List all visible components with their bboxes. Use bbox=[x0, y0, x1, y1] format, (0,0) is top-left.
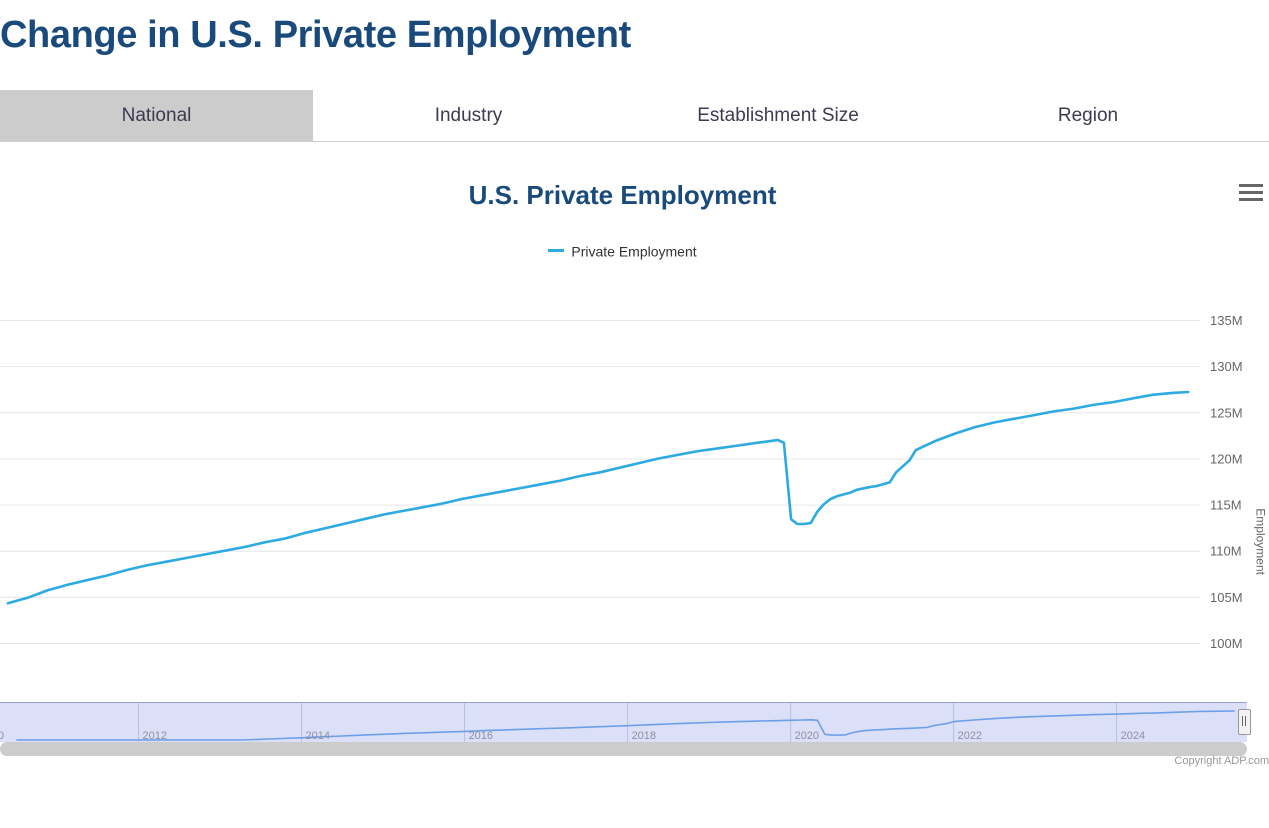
navigator-selected-band bbox=[0, 702, 1247, 742]
y-tick-label: 125M bbox=[1210, 405, 1243, 420]
navigator-series-line bbox=[16, 710, 1235, 741]
navigator-tick-labels: 2010 2012 2014 2016 2018 2020 2022 2024 bbox=[0, 730, 1145, 742]
y-tick-label: 100M bbox=[1210, 636, 1243, 651]
menu-bar-3 bbox=[1239, 198, 1263, 201]
tab-bar: National Industry Establishment Size Reg… bbox=[0, 90, 1269, 142]
navigator-tick-label: 2016 bbox=[469, 730, 493, 742]
y-axis-labels: 100M 105M 110M 115M 120M 125M 130M 135M bbox=[1210, 313, 1243, 651]
y-tick-label: 105M bbox=[1210, 590, 1243, 605]
tab-region[interactable]: Region bbox=[932, 90, 1244, 141]
navigator-tick-label: 2014 bbox=[306, 730, 330, 742]
y-tick-label: 130M bbox=[1210, 359, 1243, 374]
navigator-tick-label: 2012 bbox=[143, 730, 167, 742]
tab-national[interactable]: National bbox=[0, 90, 313, 141]
legend-label-private-employment[interactable]: Private Employment bbox=[571, 243, 697, 260]
navigator-tick-label: 2022 bbox=[958, 730, 982, 742]
tab-national-label: National bbox=[121, 105, 192, 126]
chart-title: U.S. Private Employment bbox=[468, 180, 777, 210]
handle-grip-line-2 bbox=[1245, 716, 1246, 726]
copyright-text: Copyright ADP.com bbox=[1174, 755, 1269, 767]
gridlines bbox=[0, 320, 1200, 644]
tab-region-label: Region bbox=[1057, 105, 1119, 126]
y-axis-title: Employment bbox=[1254, 508, 1268, 575]
navigator-scrollbar[interactable] bbox=[0, 742, 1247, 756]
legend-swatch-private-employment bbox=[548, 248, 565, 252]
y-tick-label: 120M bbox=[1210, 451, 1243, 466]
y-tick-label: 135M bbox=[1210, 313, 1243, 328]
plot-svg: 2011201220132014201520162017201820192020… bbox=[0, 313, 1243, 651]
navigator-tick-label: 2018 bbox=[632, 730, 656, 742]
page-title: Change in U.S. Private Employment bbox=[0, 14, 631, 56]
y-tick-label: 115M bbox=[1210, 498, 1242, 513]
tab-industry-label: Industry bbox=[434, 105, 503, 126]
menu-bar-2 bbox=[1239, 191, 1263, 194]
tab-establishment-size[interactable]: Establishment Size bbox=[624, 90, 932, 141]
hamburger-menu-icon[interactable] bbox=[1237, 182, 1265, 208]
menu-bar-1 bbox=[1239, 184, 1263, 187]
handle-grip-line-1 bbox=[1242, 716, 1243, 726]
series-line-private-employment bbox=[6, 390, 1190, 605]
chart-container: U.S. Private Employment Private Employme… bbox=[0, 150, 1269, 790]
y-tick-label: 110M bbox=[1210, 544, 1242, 559]
tab-industry[interactable]: Industry bbox=[313, 90, 624, 141]
navigator-tick-label: 2024 bbox=[1121, 730, 1145, 742]
navigator-tick-label: 2010 bbox=[0, 730, 4, 742]
chart-legend: Private Employment bbox=[0, 242, 1245, 259]
navigator-handle-right[interactable] bbox=[1238, 709, 1251, 735]
plot-area[interactable]: 2011201220132014201520162017201820192020… bbox=[0, 278, 1269, 678]
navigator-svg: 2010 2012 2014 2016 2018 2020 2022 2024 bbox=[0, 702, 1247, 742]
navigator-tick-label: 2020 bbox=[795, 730, 819, 742]
tab-bar-divider bbox=[0, 141, 1269, 142]
chart-navigator[interactable]: 2010 2012 2014 2016 2018 2020 2022 2024 bbox=[0, 700, 1269, 756]
tab-establishment-size-label: Establishment Size bbox=[697, 105, 859, 126]
